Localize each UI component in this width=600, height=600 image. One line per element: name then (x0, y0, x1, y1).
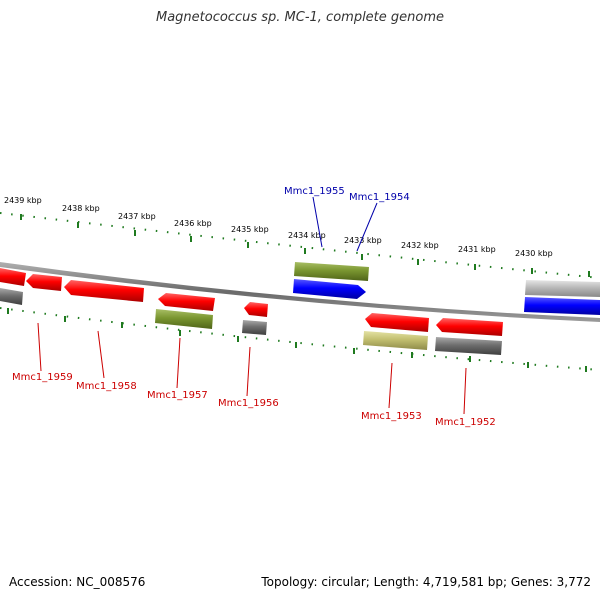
gene-label[interactable]: Mmc1_1958 (76, 381, 137, 392)
gene-feature[interactable] (64, 280, 144, 302)
kbp-label: 2435 kbp (231, 225, 269, 234)
gene-label[interactable]: Mmc1_1953 (361, 411, 422, 422)
kbp-label: 2436 kbp (174, 219, 212, 228)
accession-label: Accession: NC_008576 (9, 575, 146, 589)
kbp-label: 2431 kbp (458, 245, 496, 254)
gene-label[interactable]: Mmc1_1957 (147, 390, 208, 401)
genome-backbone (0, 262, 600, 322)
gene-feature[interactable] (158, 293, 215, 311)
gene-label[interactable]: Mmc1_1956 (218, 398, 279, 409)
gene-label[interactable]: Mmc1_1954 (349, 192, 410, 203)
gene-feature[interactable] (26, 274, 62, 291)
kbp-label: 2438 kbp (62, 204, 100, 213)
gene-feature[interactable] (242, 320, 267, 335)
kbp-label: 2432 kbp (401, 241, 439, 250)
gene-feature[interactable] (435, 337, 502, 355)
gene-feature[interactable] (293, 279, 366, 299)
gene-feature[interactable] (436, 318, 503, 336)
gene-feature[interactable] (294, 262, 369, 281)
kbp-label: 2430 kbp (515, 249, 553, 258)
gene-feature[interactable] (524, 297, 600, 315)
gene-feature[interactable] (363, 331, 428, 350)
kbp-labels: 2439 kbp 2438 kbp 2437 kbp 2436 kbp 2435… (4, 196, 553, 258)
lower-tick-scale (0, 307, 600, 372)
page-title: Magnetococcus sp. MC-1, complete genome (155, 10, 445, 25)
label-leader-lines (37, 196, 467, 415)
gene-label[interactable]: Mmc1_1955 (284, 186, 345, 197)
genome-info: Topology: circular; Length: 4,719,581 bp… (261, 575, 591, 589)
kbp-label: 2434 kbp (288, 231, 326, 240)
kbp-label: 2439 kbp (4, 196, 42, 205)
gene-feature[interactable] (365, 313, 429, 332)
gene-feature[interactable] (155, 309, 213, 329)
gene-feature[interactable] (525, 280, 600, 297)
gene-label[interactable]: Mmc1_1959 (12, 372, 73, 383)
gene-feature[interactable] (0, 288, 23, 305)
upper-tick-scale (0, 212, 600, 279)
kbp-label: 2433 kbp (344, 236, 382, 245)
gene-feature[interactable] (244, 302, 268, 317)
gene-labels: Mmc1_1955 Mmc1_1954 Mmc1_1959 Mmc1_1958 … (12, 186, 496, 428)
gene-feature[interactable] (0, 268, 26, 286)
kbp-label: 2437 kbp (118, 212, 156, 221)
gene-label[interactable]: Mmc1_1952 (435, 417, 496, 428)
